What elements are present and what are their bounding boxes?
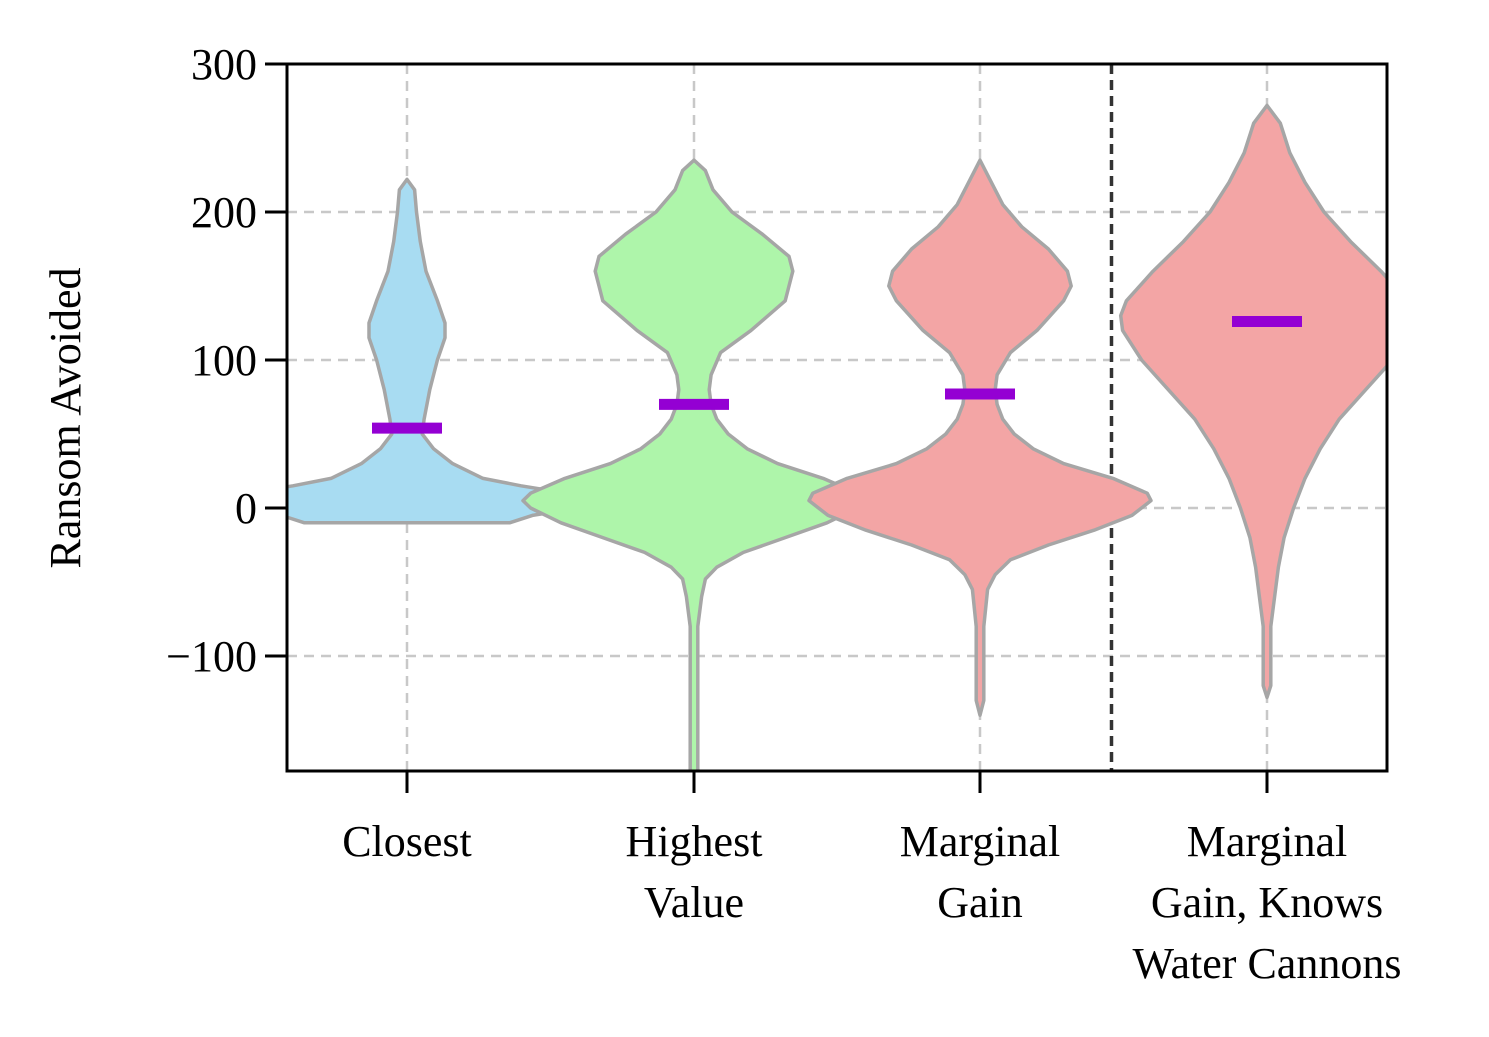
y-tick-label: 300 [191, 40, 257, 89]
y-tick-label: 200 [191, 188, 257, 237]
violin-body-3 [1118, 103, 1387, 700]
x-tick-label: Closest [342, 817, 472, 866]
y-tick-label: −100 [166, 632, 257, 681]
mean-markers [372, 316, 1302, 434]
x-tick-label: Marginal [900, 817, 1061, 866]
y-tick-label: 0 [235, 484, 257, 533]
y-tick-label: 100 [191, 336, 257, 385]
x-tick-label: Value [644, 878, 744, 927]
x-tick-label: Gain [937, 878, 1023, 927]
violins [287, 103, 1387, 771]
x-tick-label: Gain, Knows [1151, 878, 1383, 927]
x-tick-label: Marginal [1187, 817, 1348, 866]
x-tick-label: Highest [626, 817, 763, 866]
x-axis: Closest Highest Value Marginal Gain Marginal G… [342, 771, 1401, 988]
violin-body-0 [287, 177, 599, 525]
y-axis: −100 0 100 200 300 [166, 40, 287, 681]
violin-body-1 [521, 158, 867, 771]
x-tick-label: Water Cannons [1133, 939, 1402, 988]
plot-frame [285, 62, 1389, 773]
y-axis-label: Ransom Avoided [41, 267, 90, 568]
violin-body-2 [807, 158, 1153, 717]
